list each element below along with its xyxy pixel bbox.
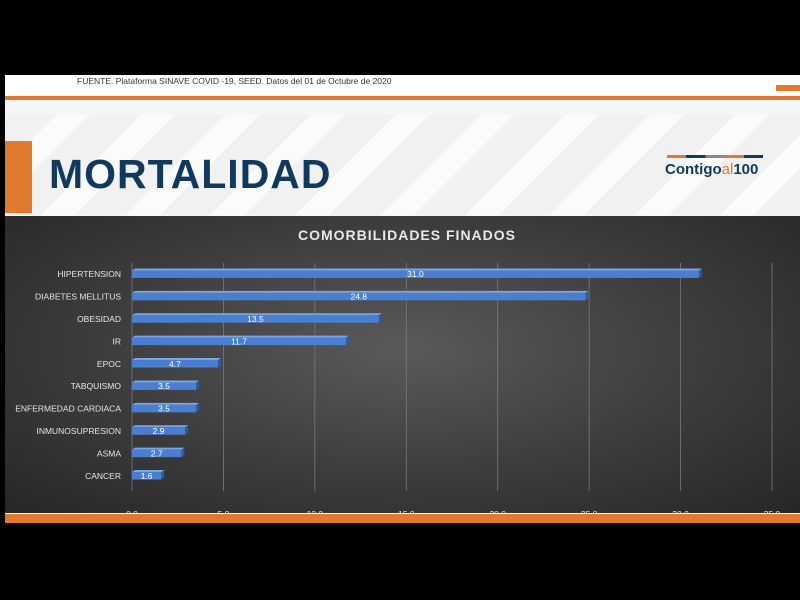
bar-side xyxy=(378,313,382,323)
bar-side xyxy=(585,290,589,301)
bottom-accent-bar xyxy=(5,514,800,523)
x-tick-label: 30.0 xyxy=(672,509,689,513)
x-tick-label: 5.0 xyxy=(218,509,230,513)
category-label: TABQUISMO xyxy=(71,381,122,391)
x-tick-label: 25.0 xyxy=(581,509,598,513)
source-bar: FUENTE. Plataforma SINAVE COVID -19, SEE… xyxy=(5,75,800,100)
logo-text-main: Contigo xyxy=(665,161,722,178)
bar-group: 3.5 xyxy=(132,380,199,391)
category-label: EPOC xyxy=(97,359,121,369)
bar-group: 3.5 xyxy=(132,402,199,414)
bar xyxy=(132,270,699,278)
bar-top xyxy=(132,358,221,361)
logo-text-number: 100 xyxy=(733,161,759,178)
bar-group: 13.5 xyxy=(132,313,382,324)
bar-top xyxy=(132,313,382,316)
bar xyxy=(132,382,196,390)
bar-value-label: 11.7 xyxy=(231,336,247,346)
bar-side xyxy=(196,380,199,390)
x-tick-label: 10.0 xyxy=(307,509,324,513)
bar xyxy=(132,404,196,413)
bar xyxy=(132,449,182,458)
bar-group: 4.7 xyxy=(132,358,221,369)
bar-top xyxy=(132,447,185,450)
bar-top xyxy=(132,380,199,383)
slide-title: MORTALIDAD xyxy=(49,151,332,197)
bar-group: 2.9 xyxy=(132,425,189,436)
bar-top xyxy=(132,402,199,405)
bar-top xyxy=(132,425,189,428)
category-label: ENFERMEDAD CARDIACA xyxy=(15,404,121,414)
category-label: OBESIDAD xyxy=(77,314,121,324)
bar-value-label: 2.7 xyxy=(151,448,163,458)
slide-header: MORTALIDAD Contigoal100 xyxy=(5,115,800,215)
category-label: CANCER xyxy=(85,471,121,481)
category-label: ASMA xyxy=(97,448,121,458)
bar-group: 11.7 xyxy=(132,335,349,346)
bar-top xyxy=(132,335,349,338)
slide: FUENTE. Plataforma SINAVE COVID -19, SEE… xyxy=(5,75,800,523)
bar-top xyxy=(132,268,702,271)
category-label: DIABETES MELLITUS xyxy=(35,292,121,302)
bar-group: 2.7 xyxy=(132,447,185,458)
category-label: INMUNOSUPRESION xyxy=(36,426,121,436)
bar xyxy=(132,472,162,480)
bar-side xyxy=(161,470,165,480)
bar-top xyxy=(132,470,165,473)
bar-top xyxy=(132,290,589,293)
bar-value-label: 24.8 xyxy=(350,292,367,302)
x-tick-label: 0.0 xyxy=(126,509,138,513)
grid-lines xyxy=(131,263,773,491)
bar-value-label: 31.0 xyxy=(407,269,424,279)
bar-value-label: 1.6 xyxy=(141,471,153,481)
bar-side xyxy=(196,402,199,413)
chart-title: COMORBILIDADES FINADOS xyxy=(298,227,516,243)
bar-side xyxy=(345,335,349,346)
bar-value-label: 4.7 xyxy=(169,359,181,369)
bar-group: 24.8 xyxy=(132,290,589,302)
x-tick-label: 20.0 xyxy=(489,509,506,513)
category-label: IR xyxy=(113,336,122,346)
logo-text: Contigoal100 xyxy=(665,161,758,178)
bar xyxy=(132,427,186,435)
bar-chart: COMORBILIDADES FINADOS 31.0 24.8 13.5 11.7 4… xyxy=(15,227,781,519)
contigo-logo: Contigoal100 xyxy=(665,155,765,187)
bar-group: 31.0 xyxy=(132,268,702,279)
category-label: HIPERTENSION xyxy=(57,269,121,279)
chart-panel: COMORBILIDADES FINADOS 31.0 24.8 13.5 11.7 4… xyxy=(5,216,800,519)
bar-value-label: 3.5 xyxy=(158,381,170,391)
accent-tab xyxy=(776,85,800,91)
bar-value-label: 2.9 xyxy=(153,426,165,436)
bar-side xyxy=(181,447,185,458)
bar-side xyxy=(217,358,221,368)
bar-side xyxy=(698,268,702,278)
bar xyxy=(132,337,346,346)
bar-side xyxy=(185,425,189,435)
bar-value-label: 3.5 xyxy=(158,404,170,414)
bar xyxy=(132,360,218,368)
source-note: FUENTE. Plataforma SINAVE COVID -19, SEE… xyxy=(77,76,392,86)
header-accent-block xyxy=(5,141,32,213)
bar-value-label: 13.5 xyxy=(247,314,264,324)
bar xyxy=(132,292,586,301)
bars: 31.0 24.8 13.5 11.7 4.7 3.5 3.5 2.9 2.7 1.6 xyxy=(132,268,702,481)
bar xyxy=(132,315,379,323)
x-tick-label: 15.0 xyxy=(398,509,415,513)
logo-text-al: al xyxy=(721,161,734,178)
category-labels: HIPERTENSION DIABETES MELLITUS OBESIDAD IR E… xyxy=(15,269,121,481)
logo-stripes xyxy=(667,155,763,158)
x-tick-label: 35.0 xyxy=(764,509,781,513)
bar-group: 1.6 xyxy=(132,470,165,481)
x-tick-labels: 0.0 5.0 10.0 15.0 20.0 25.0 30.0 35.0 xyxy=(126,509,781,519)
